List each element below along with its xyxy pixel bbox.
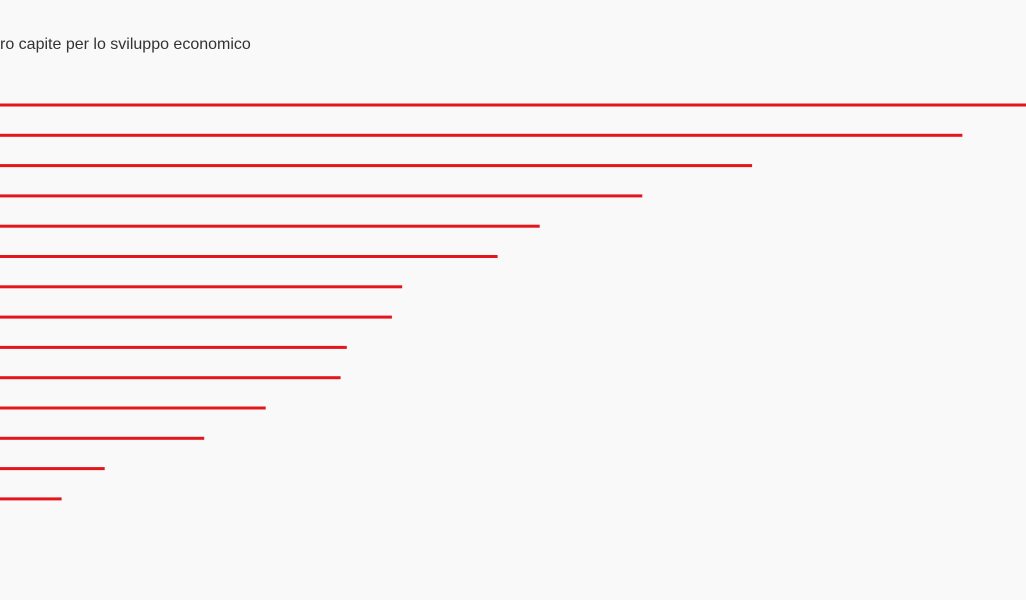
bar-13 bbox=[0, 497, 62, 501]
bar-4 bbox=[0, 224, 540, 228]
bar-7 bbox=[0, 315, 392, 319]
bar-10 bbox=[0, 406, 266, 410]
bar-11 bbox=[0, 436, 205, 440]
bar-5 bbox=[0, 255, 498, 258]
bar-1 bbox=[0, 133, 963, 137]
bar-2 bbox=[0, 164, 753, 168]
bar-0 bbox=[0, 103, 1026, 107]
bar-8 bbox=[0, 345, 347, 349]
bar-3 bbox=[0, 194, 643, 198]
bar-6 bbox=[0, 285, 403, 289]
chart-title: ro capite per lo sviluppo economico bbox=[0, 36, 251, 53]
bar-12 bbox=[0, 467, 105, 471]
bar-9 bbox=[0, 376, 341, 380]
